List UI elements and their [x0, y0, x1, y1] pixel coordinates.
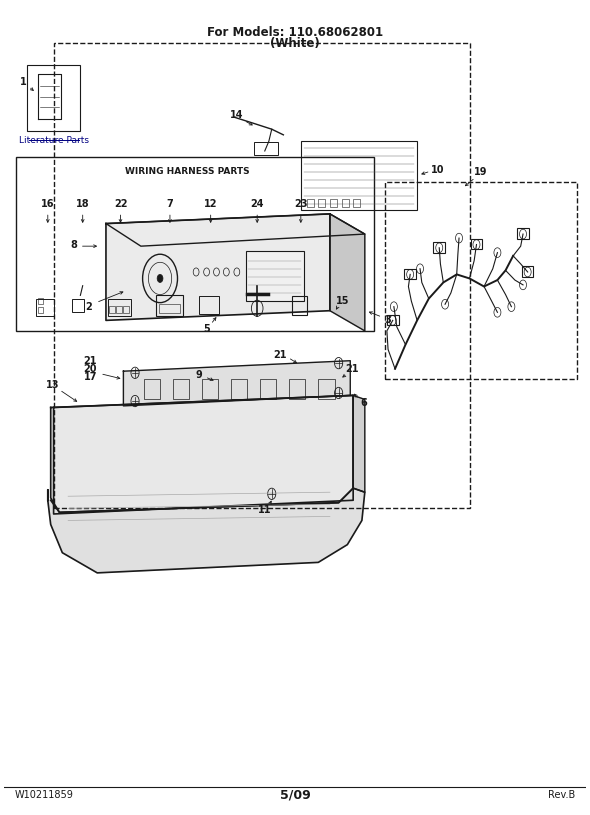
Text: 20: 20: [84, 363, 97, 374]
Text: 23: 23: [294, 199, 307, 209]
Text: 19: 19: [474, 167, 488, 177]
Text: W10211859: W10211859: [15, 790, 74, 800]
Bar: [110, 306, 114, 313]
Polygon shape: [51, 395, 353, 513]
Bar: [116, 306, 122, 313]
Bar: [36, 299, 54, 316]
Text: 3: 3: [385, 315, 391, 325]
Bar: [72, 298, 84, 312]
Text: 8: 8: [71, 240, 77, 249]
Bar: [144, 379, 160, 399]
Bar: [254, 142, 277, 155]
Bar: [353, 200, 360, 208]
Polygon shape: [123, 361, 350, 406]
Bar: [38, 297, 43, 304]
Bar: [156, 295, 183, 316]
Text: 10: 10: [431, 165, 444, 174]
Bar: [291, 297, 307, 315]
Text: 12: 12: [204, 199, 217, 209]
Polygon shape: [48, 488, 365, 573]
Text: Literature Parts: Literature Parts: [19, 135, 88, 144]
Text: WIRING HARNESS PARTS: WIRING HARNESS PARTS: [125, 167, 250, 177]
Polygon shape: [330, 214, 365, 331]
Bar: [434, 242, 445, 253]
Bar: [471, 239, 482, 249]
Bar: [330, 200, 337, 208]
Bar: [385, 182, 577, 379]
Bar: [387, 315, 398, 325]
Bar: [318, 200, 325, 208]
Text: (White): (White): [270, 37, 320, 51]
Text: 2: 2: [85, 302, 92, 311]
Text: 16: 16: [41, 199, 54, 209]
Bar: [522, 267, 533, 277]
Text: For Models: 110.68062801: For Models: 110.68062801: [207, 26, 383, 39]
Bar: [301, 141, 417, 210]
Text: 24: 24: [250, 199, 264, 209]
Text: 7: 7: [166, 199, 173, 209]
Bar: [342, 200, 349, 208]
Circle shape: [157, 275, 163, 283]
Text: 1: 1: [20, 77, 27, 86]
Bar: [517, 228, 529, 239]
Polygon shape: [106, 214, 330, 320]
Text: Rev.B: Rev.B: [548, 790, 575, 800]
Text: 6: 6: [360, 399, 367, 408]
Bar: [123, 306, 129, 313]
Polygon shape: [54, 395, 353, 514]
Bar: [289, 379, 306, 399]
Bar: [16, 157, 373, 331]
Bar: [245, 251, 304, 301]
Bar: [231, 379, 247, 399]
Bar: [260, 379, 276, 399]
Bar: [318, 379, 335, 399]
Text: 21: 21: [84, 355, 97, 366]
Bar: [108, 299, 131, 316]
Text: 18: 18: [76, 199, 90, 209]
Text: 11: 11: [258, 505, 271, 515]
Text: 13: 13: [45, 380, 59, 390]
Text: 9: 9: [196, 370, 202, 381]
Bar: [404, 269, 416, 280]
Text: 21: 21: [345, 363, 359, 374]
Text: 15: 15: [336, 296, 349, 306]
Polygon shape: [353, 395, 365, 492]
Bar: [307, 200, 314, 208]
Bar: [38, 306, 43, 313]
Polygon shape: [106, 214, 365, 246]
Bar: [27, 64, 80, 131]
Text: 5: 5: [203, 324, 210, 334]
Text: 14: 14: [230, 111, 244, 121]
Bar: [54, 43, 470, 509]
Bar: [199, 296, 219, 314]
Text: 21: 21: [274, 350, 287, 360]
Text: 17: 17: [84, 372, 97, 382]
Bar: [202, 379, 218, 399]
Bar: [173, 379, 189, 399]
Bar: [159, 304, 180, 313]
Text: 5/09: 5/09: [280, 788, 310, 801]
Text: 22: 22: [114, 199, 127, 209]
